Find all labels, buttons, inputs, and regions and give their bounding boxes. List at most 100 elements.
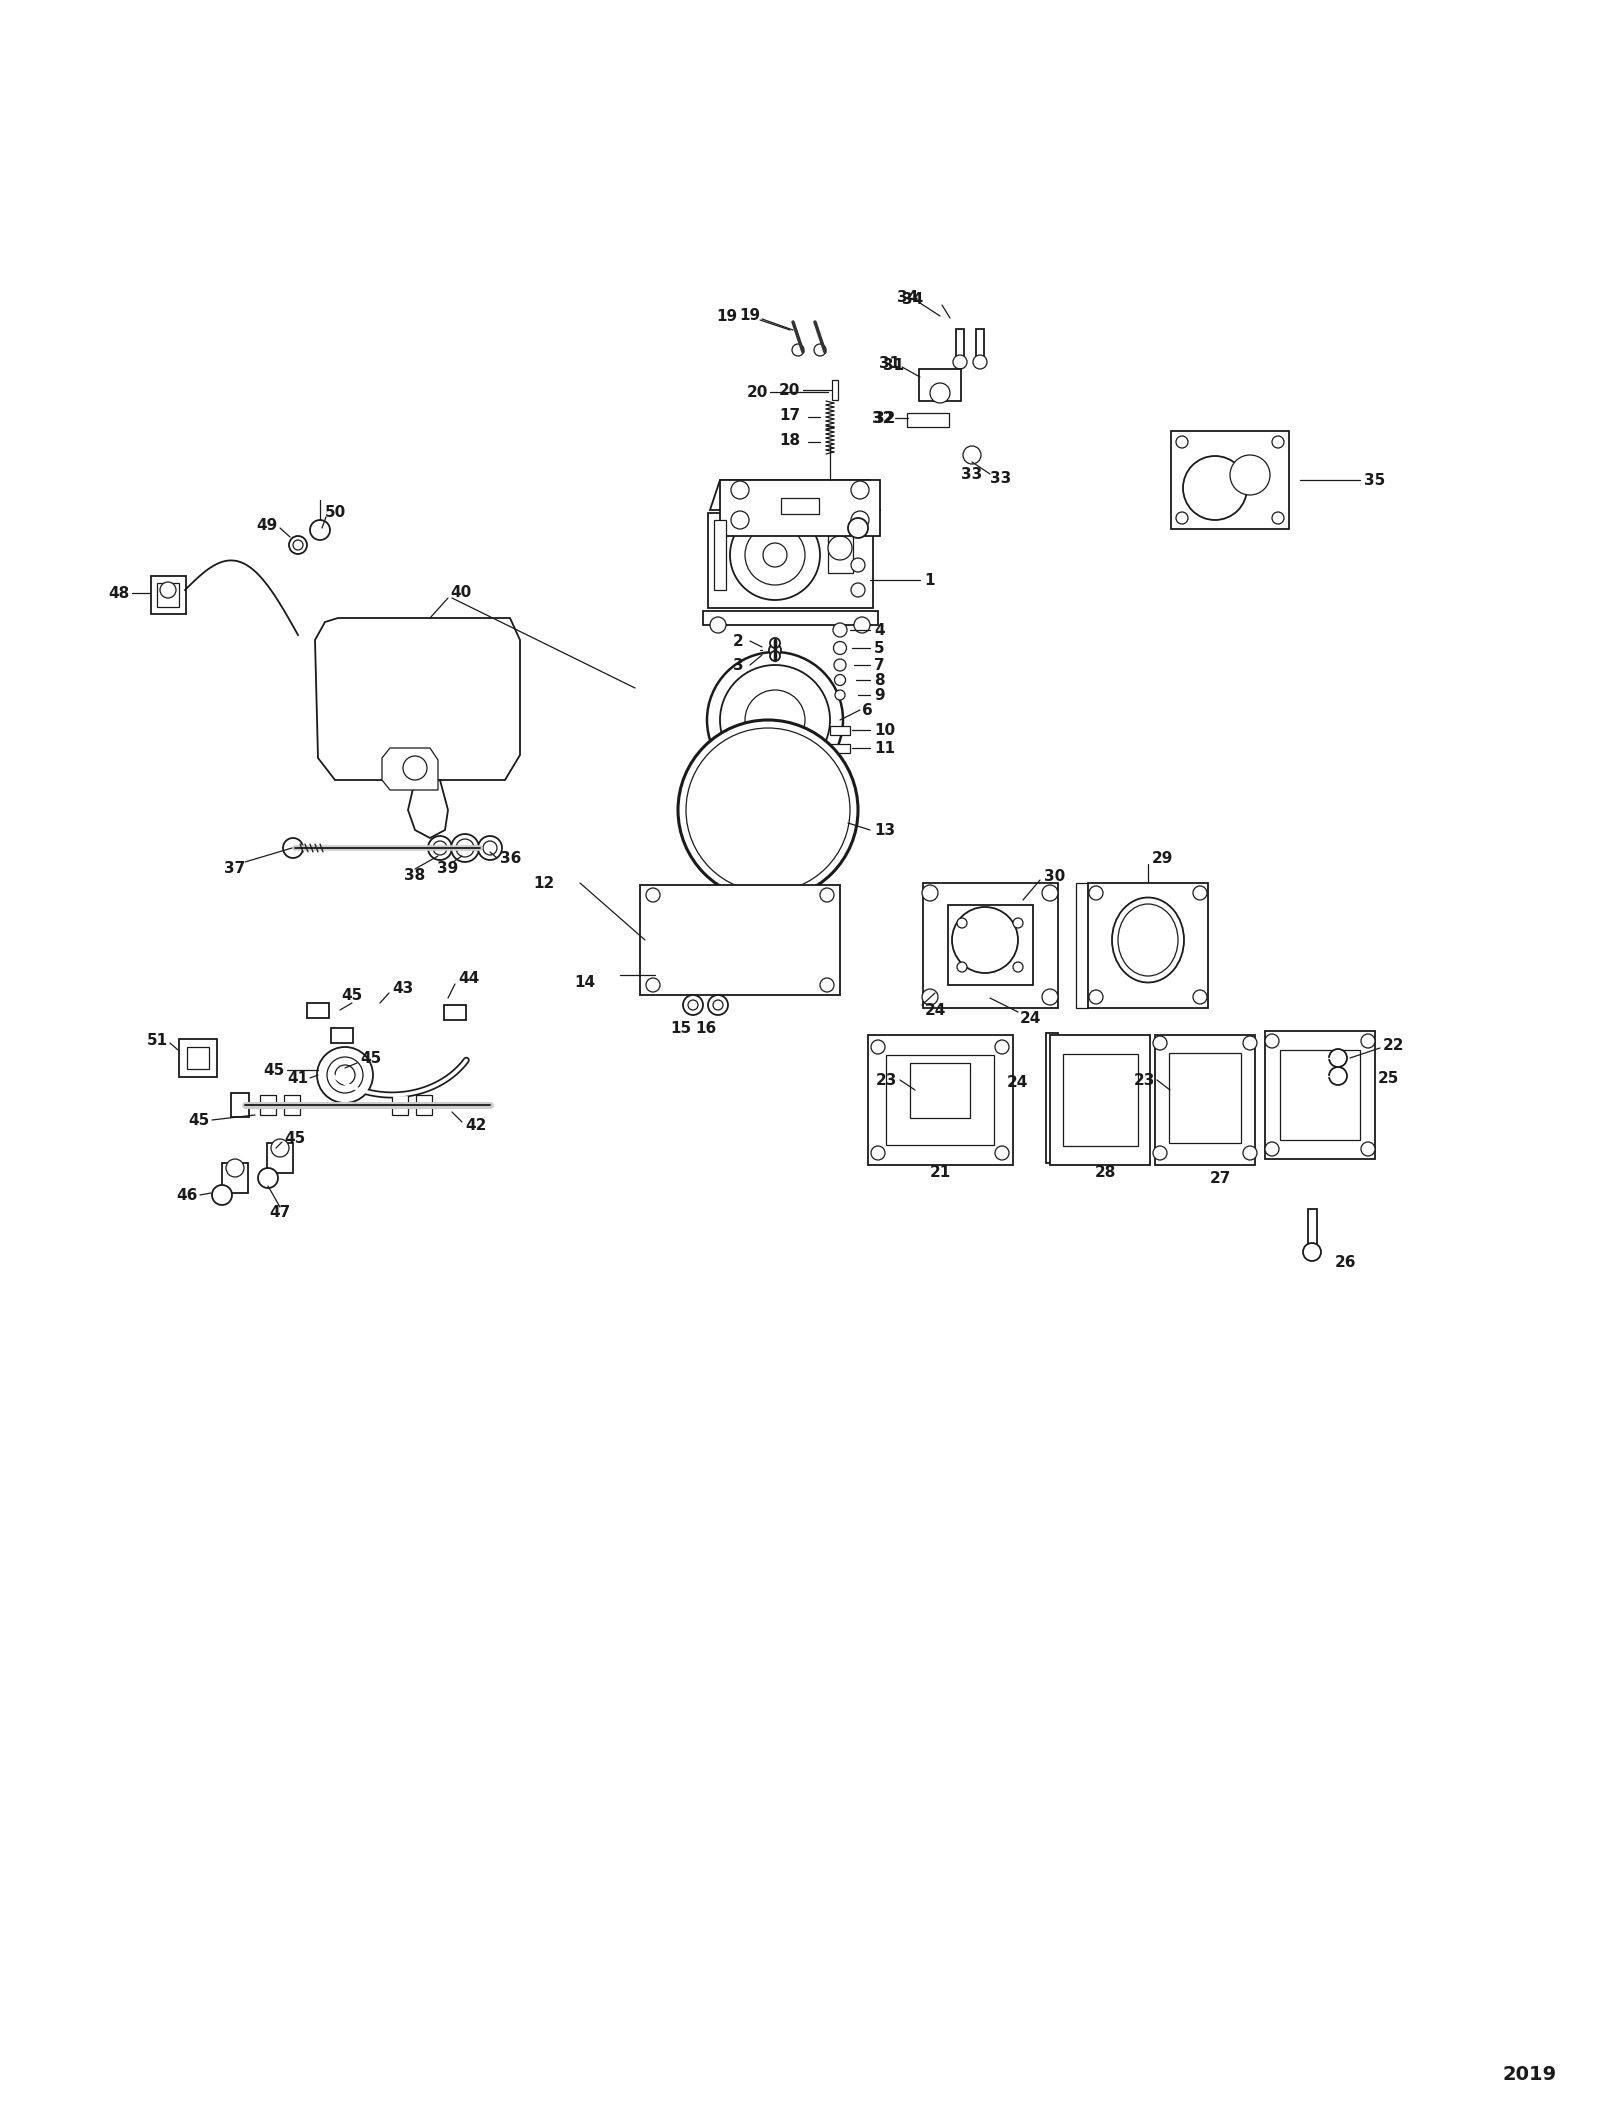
Text: 4: 4 (874, 623, 885, 638)
Circle shape (714, 999, 723, 1010)
Circle shape (954, 355, 966, 370)
Text: 27: 27 (1210, 1171, 1230, 1186)
Circle shape (478, 836, 502, 861)
Circle shape (678, 721, 858, 899)
Bar (1155, 1035, 1254, 1165)
Text: 8: 8 (874, 672, 885, 687)
Circle shape (770, 638, 781, 648)
Circle shape (995, 1146, 1010, 1161)
Bar (445, 1003, 466, 1020)
Bar (1307, 1210, 1317, 1250)
Bar (707, 512, 872, 608)
Circle shape (293, 540, 302, 551)
Circle shape (310, 521, 330, 540)
Ellipse shape (645, 891, 835, 991)
Circle shape (1090, 991, 1102, 1003)
Text: 31: 31 (878, 355, 899, 370)
Circle shape (835, 674, 845, 685)
Circle shape (1042, 989, 1058, 1006)
Circle shape (1266, 1033, 1278, 1048)
Text: 12: 12 (534, 876, 555, 891)
Text: 23: 23 (875, 1072, 898, 1089)
Circle shape (922, 884, 938, 901)
Circle shape (995, 1040, 1010, 1054)
Circle shape (819, 889, 834, 901)
Text: 9: 9 (874, 687, 885, 702)
Text: 19: 19 (739, 308, 760, 323)
Text: 43: 43 (392, 980, 413, 995)
Circle shape (317, 1046, 373, 1103)
Text: 29: 29 (1152, 850, 1173, 865)
Text: 2019: 2019 (1502, 2066, 1557, 2083)
Text: 45: 45 (360, 1050, 381, 1065)
Circle shape (848, 519, 867, 538)
Text: 51: 51 (147, 1033, 168, 1048)
Bar (150, 576, 186, 614)
Bar (1050, 1035, 1150, 1165)
Text: 5: 5 (874, 640, 885, 655)
Circle shape (688, 999, 698, 1010)
Circle shape (829, 536, 851, 559)
Bar (222, 1163, 248, 1193)
Circle shape (707, 653, 843, 789)
Circle shape (1176, 436, 1187, 449)
Text: 20: 20 (779, 383, 800, 398)
Text: 11: 11 (874, 740, 894, 755)
Bar (1075, 882, 1088, 1008)
Circle shape (731, 510, 749, 529)
Circle shape (835, 691, 845, 699)
Bar (1171, 432, 1290, 529)
Circle shape (851, 510, 869, 529)
Text: 13: 13 (874, 823, 894, 838)
Bar (886, 1054, 994, 1146)
Circle shape (1272, 436, 1283, 449)
Bar (1062, 1054, 1138, 1146)
Text: 40: 40 (450, 585, 472, 600)
Text: 37: 37 (224, 861, 245, 876)
Text: 20: 20 (747, 385, 768, 400)
Bar (179, 1040, 218, 1078)
Circle shape (334, 1065, 355, 1084)
Bar (392, 1095, 408, 1114)
Circle shape (1362, 1142, 1374, 1157)
Text: 2: 2 (733, 634, 744, 648)
Circle shape (763, 542, 787, 568)
Text: 16: 16 (696, 1020, 717, 1035)
Bar (1088, 882, 1208, 1008)
Circle shape (686, 727, 850, 893)
Text: 39: 39 (437, 861, 459, 876)
Circle shape (870, 1040, 885, 1054)
Circle shape (814, 344, 826, 355)
Circle shape (1272, 512, 1283, 523)
Circle shape (1176, 512, 1187, 523)
Text: 25: 25 (1378, 1072, 1400, 1086)
Circle shape (746, 525, 805, 585)
Circle shape (1243, 1146, 1258, 1161)
Bar (416, 1095, 432, 1114)
Circle shape (1182, 455, 1246, 521)
Circle shape (160, 583, 176, 597)
Text: 42: 42 (466, 1118, 486, 1133)
Text: 31: 31 (883, 357, 904, 372)
Text: 46: 46 (176, 1188, 198, 1203)
Circle shape (770, 651, 781, 661)
Bar (720, 480, 880, 536)
Bar (1170, 1052, 1242, 1144)
Text: 18: 18 (779, 432, 800, 446)
Bar (947, 906, 1032, 984)
Polygon shape (315, 619, 520, 838)
Circle shape (731, 480, 749, 500)
Circle shape (429, 836, 453, 861)
Text: 32: 32 (872, 410, 893, 425)
Text: 26: 26 (1334, 1254, 1357, 1269)
Circle shape (851, 480, 869, 500)
Circle shape (710, 617, 726, 634)
Circle shape (746, 691, 805, 750)
Bar (1046, 1033, 1058, 1163)
Circle shape (213, 1184, 232, 1205)
Text: 15: 15 (670, 1020, 691, 1035)
Bar (832, 381, 838, 400)
Bar (827, 523, 853, 574)
Text: 10: 10 (874, 723, 894, 738)
Bar (830, 744, 850, 753)
